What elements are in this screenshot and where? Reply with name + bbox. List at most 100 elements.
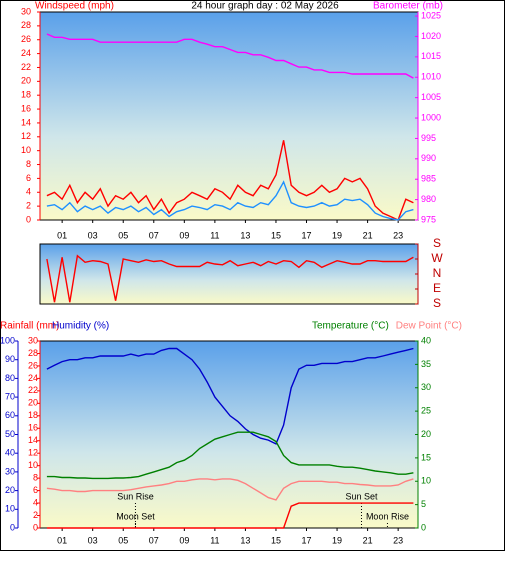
legend-label: Rainfall (mm) — [0, 321, 59, 332]
y-tick-label: 70 — [5, 391, 15, 401]
y-tick-label: 80 — [5, 373, 15, 383]
x-tick-label: 21 — [363, 230, 373, 240]
y-tick-label: 10 — [5, 504, 15, 514]
x-tick-label: 19 — [332, 535, 342, 545]
event-label: Sun Set — [345, 491, 378, 501]
y-tick-label: 8 — [33, 473, 38, 483]
y-tick-label: 20 — [28, 398, 38, 408]
y-tick-label: 30 — [28, 335, 38, 345]
y-tick-label: 16 — [28, 423, 38, 433]
series-line — [46, 502, 414, 529]
y-tick-label: 0 — [10, 522, 15, 532]
x-tick-label: 19 — [332, 230, 342, 240]
plot-area — [39, 243, 419, 305]
y-tick-label: 40 — [5, 448, 15, 458]
legend-label: Humidity (%) — [52, 321, 109, 332]
legend-label: Dew Point (°C) — [396, 321, 462, 332]
y-tick-label: 0 — [33, 522, 38, 532]
x-tick-label: 07 — [149, 535, 159, 545]
y-tick-label: 10 — [21, 145, 31, 155]
y-tick-label: 18 — [28, 410, 38, 420]
y-tick-label: 40 — [421, 335, 431, 345]
series-line — [46, 180, 414, 221]
chart-title: 24 hour graph day : 02 May 2026 — [191, 1, 339, 12]
y-tick-label: S — [433, 236, 441, 250]
y-tick-label: 60 — [5, 410, 15, 420]
x-tick-label: 03 — [88, 535, 98, 545]
y-tick-label: 30 — [5, 466, 15, 476]
y-tick-label: 90 — [5, 354, 15, 364]
y-tick-label: 26 — [28, 360, 38, 370]
y-tick-label: 10 — [421, 476, 431, 486]
legend-label: Temperature (°C) — [312, 321, 389, 332]
y-tick-label: 28 — [28, 348, 38, 358]
y-tick-label: E — [433, 281, 441, 295]
x-tick-label: 11 — [210, 535, 219, 545]
x-tick-label: 15 — [271, 230, 281, 240]
y-tick-label: 2 — [33, 510, 38, 520]
x-tick-label: 05 — [118, 535, 128, 545]
y-tick-label: 985 — [421, 174, 436, 184]
x-tick-label: 13 — [240, 535, 250, 545]
x-tick-label: 09 — [179, 230, 189, 240]
y-tick-label: 1020 — [421, 31, 441, 41]
series-line — [46, 431, 414, 480]
y-tick-label: W — [431, 251, 443, 265]
y-tick-label: 980 — [421, 194, 436, 204]
y-tick-label: 18 — [21, 90, 31, 100]
y-tick-label: 35 — [421, 359, 431, 369]
y-tick-label: 14 — [28, 435, 38, 445]
y-tick-label: S — [433, 296, 441, 310]
y-tick-label: 10 — [28, 460, 38, 470]
y-tick-label: 4 — [26, 187, 31, 197]
y-tick-label: 16 — [21, 103, 31, 113]
x-tick-label: 03 — [88, 230, 98, 240]
y-tick-label: 20 — [421, 429, 431, 439]
y-tick-label: 6 — [26, 173, 31, 183]
event-label: Moon Rise — [366, 511, 409, 521]
y-tick-label: 5 — [421, 499, 426, 509]
y-tick-label: 22 — [28, 385, 38, 395]
y-tick-label: 30 — [21, 6, 31, 16]
x-tick-label: 11 — [210, 230, 219, 240]
event-label: Moon Set — [116, 511, 155, 521]
y-tick-label: 2 — [26, 201, 31, 211]
y-tick-label: 25 — [421, 406, 431, 416]
y-tick-label: 28 — [21, 20, 31, 30]
y-tick-label: 100 — [0, 335, 15, 345]
y-tick-label: 1025 — [421, 10, 441, 20]
y-tick-label: 1000 — [421, 112, 441, 122]
y-tick-label: 26 — [21, 34, 31, 44]
y-tick-label: 24 — [21, 48, 31, 58]
x-tick-label: 17 — [302, 230, 312, 240]
x-tick-label: 09 — [179, 535, 189, 545]
series-line — [46, 254, 414, 303]
y-tick-label: 12 — [21, 131, 31, 141]
y-tick-label: 20 — [5, 485, 15, 495]
y-tick-label: 6 — [33, 485, 38, 495]
y-tick-label: 24 — [28, 373, 38, 383]
legend-label: Barometer (mb) — [373, 1, 443, 12]
y-tick-label: 0 — [26, 214, 31, 224]
y-tick-label: 30 — [421, 382, 431, 392]
plot-area — [39, 11, 419, 221]
y-tick-label: 1005 — [421, 92, 441, 102]
x-tick-label: 07 — [149, 230, 159, 240]
y-tick-label: 8 — [26, 159, 31, 169]
legend-label: Windspeed (mph) — [35, 1, 114, 12]
x-tick-label: 05 — [118, 230, 128, 240]
event-label: Sun Rise — [117, 491, 154, 501]
y-tick-label: 1010 — [421, 72, 441, 82]
series-line — [46, 140, 414, 221]
x-tick-label: 13 — [240, 230, 250, 240]
x-tick-label: 21 — [363, 535, 373, 545]
x-tick-label: 15 — [271, 535, 281, 545]
y-tick-label: 1015 — [421, 51, 441, 61]
y-tick-label: 50 — [5, 429, 15, 439]
x-tick-label: 23 — [393, 230, 403, 240]
y-tick-label: 14 — [21, 117, 31, 127]
y-tick-label: 975 — [421, 214, 436, 224]
x-tick-label: 01 — [57, 535, 67, 545]
y-tick-label: 995 — [421, 133, 436, 143]
